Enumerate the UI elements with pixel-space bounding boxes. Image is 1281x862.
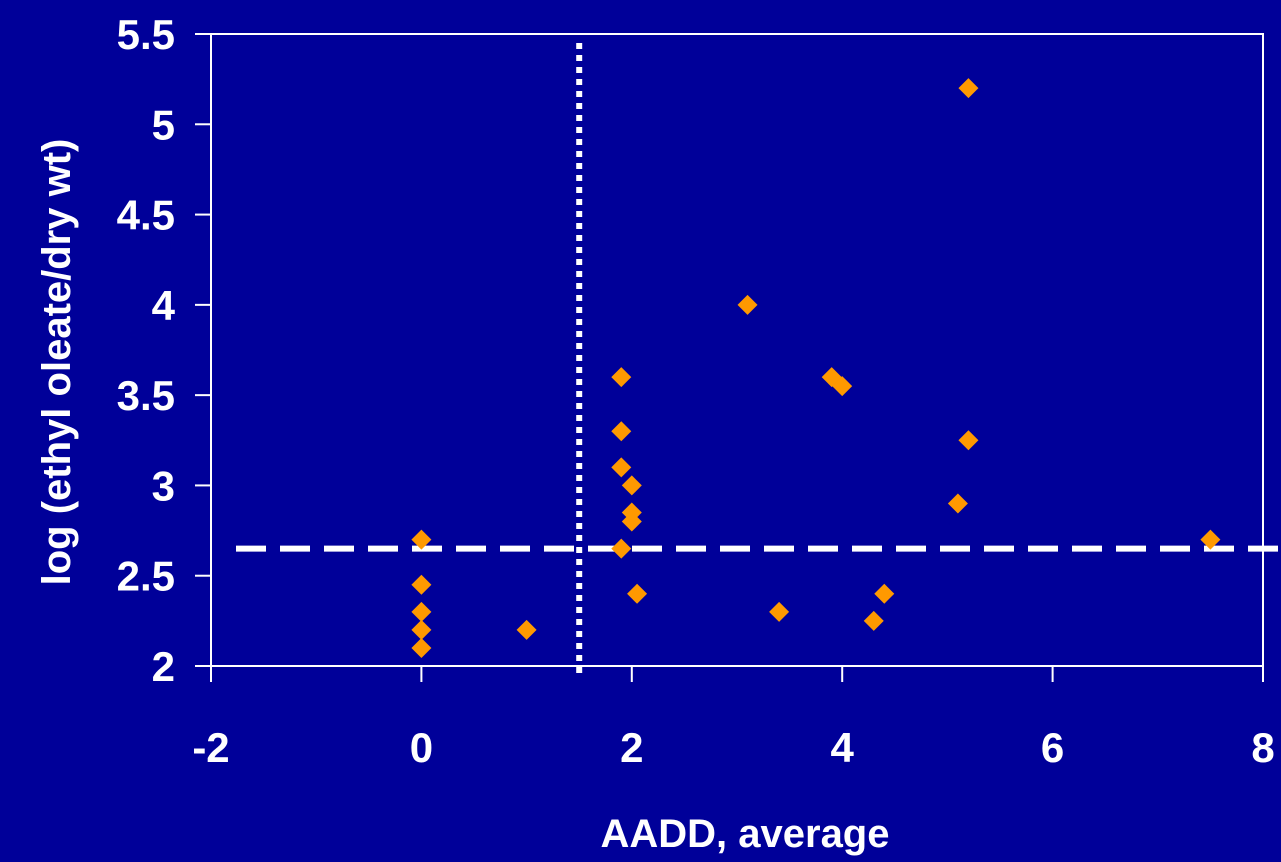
data-point (611, 538, 632, 559)
y-axis: 2 2.5 3 3.5 4 4.5 5 5.5 (117, 11, 211, 690)
data-point (411, 529, 432, 550)
y-tick-label: 5.5 (117, 11, 175, 58)
x-tick-label: 8 (1251, 724, 1274, 771)
x-axis: -2 0 2 4 6 8 (192, 666, 1275, 771)
data-point (411, 637, 432, 658)
data-point (1200, 529, 1221, 550)
y-tick-label: 3 (152, 462, 175, 509)
data-point (411, 601, 432, 622)
data-point (737, 294, 758, 315)
data-point (958, 78, 979, 99)
data-point (874, 583, 895, 604)
y-tick-label: 5 (152, 101, 175, 148)
y-axis-title: log (ethyl oleate/dry wt) (35, 139, 79, 586)
x-axis-title: AADD, average (600, 812, 889, 856)
data-point (516, 619, 537, 640)
data-point (947, 493, 968, 514)
y-tick-label: 2 (152, 643, 175, 690)
data-point (411, 619, 432, 640)
x-tick-label: 0 (410, 724, 433, 771)
y-tick-label: 4 (152, 282, 176, 329)
x-tick-label: 2 (620, 724, 643, 771)
data-points (411, 78, 1221, 658)
plot-border (210, 33, 1264, 667)
data-point (958, 430, 979, 451)
data-point (611, 367, 632, 388)
data-point (621, 511, 642, 532)
x-tick-label: 4 (831, 724, 855, 771)
x-tick-label: 6 (1041, 724, 1064, 771)
data-point (611, 421, 632, 442)
data-point (621, 475, 642, 496)
plot-area (210, 33, 1264, 667)
data-point (832, 376, 853, 397)
y-tick-label: 2.5 (117, 553, 175, 600)
data-point (611, 457, 632, 478)
data-point (769, 601, 790, 622)
data-point (411, 574, 432, 595)
data-point (863, 610, 884, 631)
x-tick-label: -2 (192, 724, 229, 771)
y-tick-label: 3.5 (117, 372, 175, 419)
y-tick-label: 4.5 (117, 192, 175, 239)
reference-lines (236, 43, 1281, 676)
data-point (627, 583, 648, 604)
